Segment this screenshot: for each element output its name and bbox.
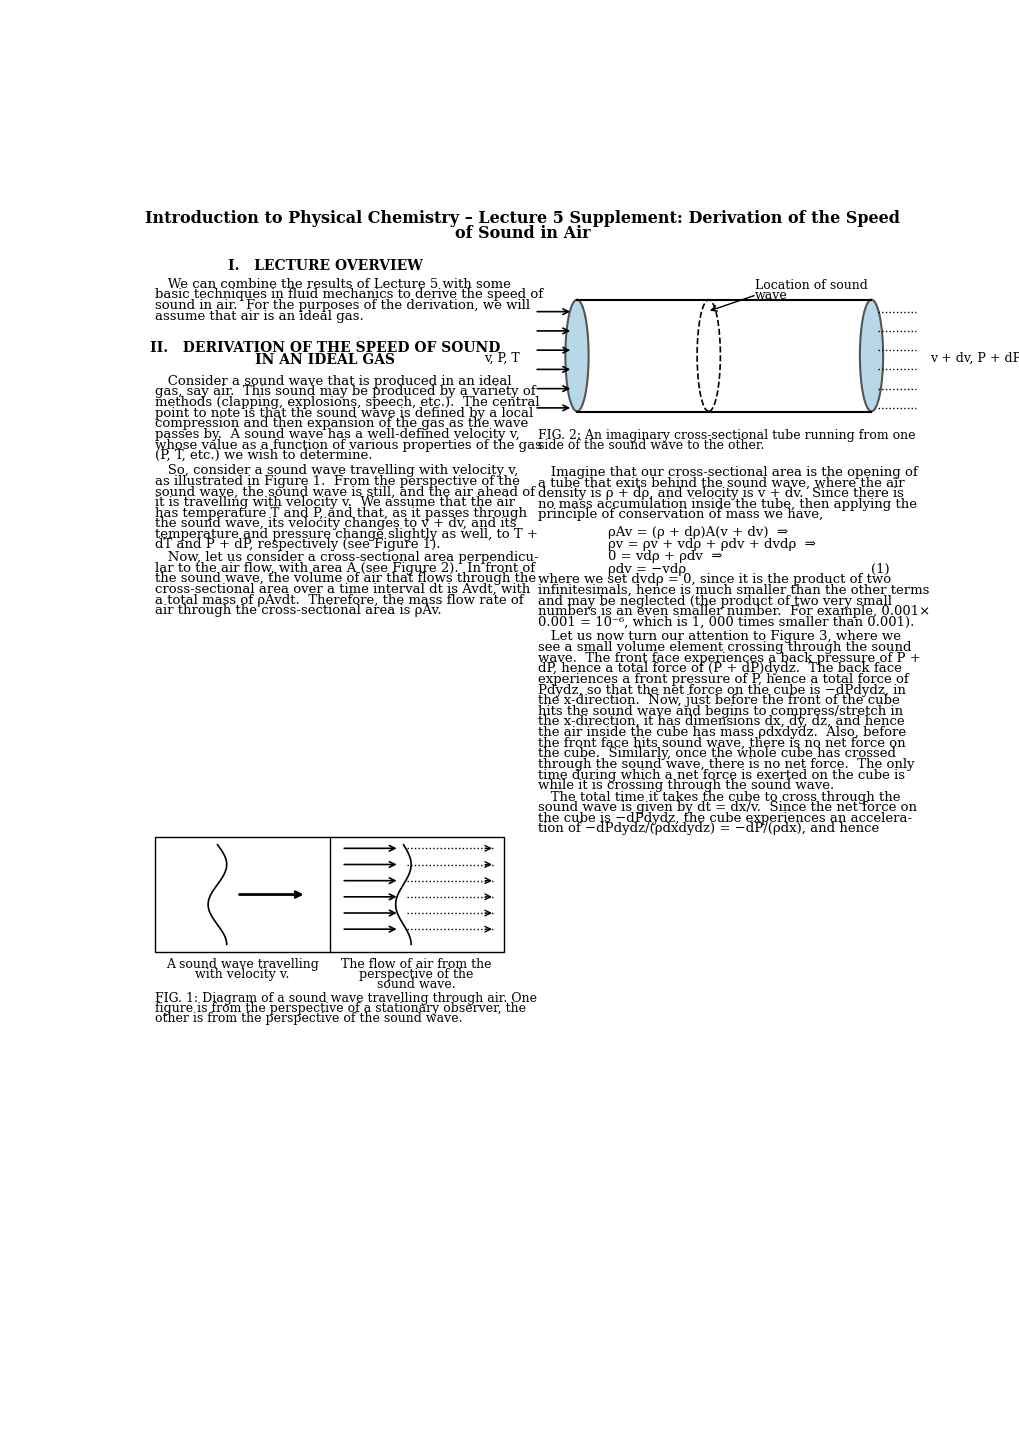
Text: cross-sectional area over a time interval dt is Avdt, with: cross-sectional area over a time interva… (155, 583, 530, 596)
Text: ρdv = −vdρ: ρdv = −vdρ (607, 562, 686, 575)
Text: assume that air is an ideal gas.: assume that air is an ideal gas. (155, 310, 364, 323)
Text: a tube that exits behind the sound wave, where the air: a tube that exits behind the sound wave,… (538, 476, 904, 489)
Text: FIG. 2: An imaginary cross-sectional tube running from one: FIG. 2: An imaginary cross-sectional tub… (538, 428, 915, 441)
Text: where we set dvdρ = 0, since it is the product of two: where we set dvdρ = 0, since it is the p… (538, 574, 891, 587)
Text: passes by.  A sound wave has a well-defined velocity v,: passes by. A sound wave has a well-defin… (155, 428, 520, 441)
Text: basic techniques in fluid mechanics to derive the speed of: basic techniques in fluid mechanics to d… (155, 288, 543, 301)
Text: 0.001 = 10⁻⁶, which is 1, 000 times smaller than 0.001).: 0.001 = 10⁻⁶, which is 1, 000 times smal… (538, 616, 914, 629)
Text: So, consider a sound wave travelling with velocity v,: So, consider a sound wave travelling wit… (155, 464, 518, 477)
Text: side of the sound wave to the other.: side of the sound wave to the other. (538, 438, 764, 451)
Text: I.   LECTURE OVERVIEW: I. LECTURE OVERVIEW (227, 260, 422, 274)
Text: lar to the air flow, with area A (see Figure 2).  In front of: lar to the air flow, with area A (see Fi… (155, 562, 535, 575)
Text: sound wave is given by dt = dx/v.  Since the net force on: sound wave is given by dt = dx/v. Since … (538, 802, 916, 815)
Text: point to note is that the sound wave is defined by a local: point to note is that the sound wave is … (155, 407, 533, 420)
Text: of Sound in Air: of Sound in Air (454, 225, 590, 242)
Text: hits the sound wave and begins to compress/stretch in: hits the sound wave and begins to compre… (538, 705, 903, 718)
Text: Consider a sound wave that is produced in an ideal: Consider a sound wave that is produced i… (155, 375, 512, 388)
Text: dT and P + dP, respectively (see Figure 1).: dT and P + dP, respectively (see Figure … (155, 538, 440, 551)
Text: the x-direction.  Now, just before the front of the cube: the x-direction. Now, just before the fr… (538, 694, 899, 707)
Text: The total time it takes the cube to cross through the: The total time it takes the cube to cros… (538, 790, 900, 803)
Text: compression and then expansion of the gas as the wave: compression and then expansion of the ga… (155, 417, 528, 430)
Ellipse shape (565, 300, 588, 411)
Text: II.   DERIVATION OF THE SPEED OF SOUND: II. DERIVATION OF THE SPEED OF SOUND (150, 340, 500, 355)
Text: v + dv, P + dP, T + dT: v + dv, P + dP, T + dT (928, 352, 1019, 365)
Text: it is travelling with velocity v.  We assume that the air: it is travelling with velocity v. We ass… (155, 496, 515, 509)
Text: the air inside the cube has mass ρdxdydz.  Also, before: the air inside the cube has mass ρdxdydz… (538, 727, 906, 740)
Text: figure is from the perspective of a stationary observer, the: figure is from the perspective of a stat… (155, 1002, 526, 1015)
Text: as illustrated in Figure 1.  From the perspective of the: as illustrated in Figure 1. From the per… (155, 474, 520, 487)
Text: v, P, T: v, P, T (484, 352, 520, 365)
Text: through the sound wave, there is no net force.  The only: through the sound wave, there is no net … (538, 758, 914, 771)
Text: whose value as a function of various properties of the gas: whose value as a function of various pro… (155, 438, 542, 451)
Text: the cube is −dPdydz, the cube experiences an accelera-: the cube is −dPdydz, the cube experience… (538, 812, 911, 825)
Text: perspective of the: perspective of the (359, 969, 473, 982)
Text: no mass accumulation inside the tube, then applying the: no mass accumulation inside the tube, th… (538, 497, 916, 510)
Text: principle of conservation of mass we have,: principle of conservation of mass we hav… (538, 508, 822, 521)
Text: tion of −dPdydz/(ρdxdydz) = −dP/(ρdx), and hence: tion of −dPdydz/(ρdxdydz) = −dP/(ρdx), a… (538, 822, 878, 835)
Text: has temperature T and P, and that, as it passes through: has temperature T and P, and that, as it… (155, 506, 527, 519)
Text: A sound wave travelling: A sound wave travelling (166, 959, 318, 972)
Text: ρAv = (ρ + dρ)A(v + dv)  ⇒: ρAv = (ρ + dρ)A(v + dv) ⇒ (607, 526, 788, 539)
Text: numbers is an even smaller number.  For example, 0.001×: numbers is an even smaller number. For e… (538, 606, 929, 619)
Text: the sound wave, the volume of air that flows through the: the sound wave, the volume of air that f… (155, 572, 536, 585)
Text: Location of sound: Location of sound (754, 280, 867, 293)
Text: while it is crossing through the sound wave.: while it is crossing through the sound w… (538, 779, 834, 792)
Text: Pdydz, so that the net force on the cube is −dPdydz, in: Pdydz, so that the net force on the cube… (538, 684, 905, 696)
Text: (1): (1) (870, 562, 890, 575)
Text: Let us now turn our attention to Figure 3, where we: Let us now turn our attention to Figure … (538, 630, 901, 643)
Text: wave.  The front face experiences a back pressure of P +: wave. The front face experiences a back … (538, 652, 920, 665)
Text: with velocity v.: with velocity v. (195, 969, 289, 982)
Text: temperature and pressure change slightly as well, to T +: temperature and pressure change slightly… (155, 528, 538, 541)
Text: a total mass of ρAvdt.  Therefore, the mass flow rate of: a total mass of ρAvdt. Therefore, the ma… (155, 594, 524, 607)
Text: see a small volume element crossing through the sound: see a small volume element crossing thro… (538, 642, 911, 655)
Text: the cube.  Similarly, once the whole cube has crossed: the cube. Similarly, once the whole cube… (538, 747, 896, 760)
Text: infinitesimals, hence is much smaller than the other terms: infinitesimals, hence is much smaller th… (538, 584, 928, 597)
Text: IN AN IDEAL GAS: IN AN IDEAL GAS (255, 353, 394, 368)
Text: other is from the perspective of the sound wave.: other is from the perspective of the sou… (155, 1012, 463, 1025)
Text: ρv = ρv + vdρ + ρdv + dvdρ  ⇒: ρv = ρv + vdρ + ρdv + dvdρ ⇒ (607, 538, 815, 551)
Text: experiences a front pressure of P, hence a total force of: experiences a front pressure of P, hence… (538, 673, 908, 686)
Text: Introduction to Physical Chemistry – Lecture 5 Supplement: Derivation of the Spe: Introduction to Physical Chemistry – Lec… (145, 211, 900, 226)
Text: gas, say air.  This sound may be produced by a variety of: gas, say air. This sound may be produced… (155, 385, 536, 398)
Text: We can combine the results of Lecture 5 with some: We can combine the results of Lecture 5 … (155, 278, 511, 291)
Text: methods (clapping, explosions, speech, etc.).  The central: methods (clapping, explosions, speech, e… (155, 397, 539, 410)
Text: FIG. 1: Diagram of a sound wave travelling through air. One: FIG. 1: Diagram of a sound wave travelli… (155, 992, 537, 1005)
Text: and may be neglected (the product of two very small: and may be neglected (the product of two… (538, 594, 892, 607)
Text: Imagine that our cross-sectional area is the opening of: Imagine that our cross-sectional area is… (538, 466, 917, 479)
Text: time during which a net force is exerted on the cube is: time during which a net force is exerted… (538, 769, 905, 782)
Text: wave: wave (754, 290, 788, 303)
Ellipse shape (859, 300, 882, 411)
Text: the sound wave, its velocity changes to v + dv, and its: the sound wave, its velocity changes to … (155, 518, 517, 531)
Bar (155, 836, 503, 952)
Text: The flow of air from the: The flow of air from the (341, 959, 491, 972)
Text: air through the cross-sectional area is ρAv.: air through the cross-sectional area is … (155, 604, 441, 617)
Text: sound wave.: sound wave. (377, 979, 455, 992)
Text: dP, hence a total force of (P + dP)dydz.  The back face: dP, hence a total force of (P + dP)dydz.… (538, 662, 901, 675)
Text: the front face hits sound wave, there is no net force on: the front face hits sound wave, there is… (538, 737, 905, 750)
Text: sound in air.  For the purposes of the derivation, we will: sound in air. For the purposes of the de… (155, 298, 530, 311)
Text: 0 = vdρ + ρdv  ⇒: 0 = vdρ + ρdv ⇒ (607, 551, 721, 564)
Text: sound wave, the sound wave is still, and the air ahead of: sound wave, the sound wave is still, and… (155, 486, 535, 499)
Text: the x-direction, it has dimensions dx, dy, dz, and hence: the x-direction, it has dimensions dx, d… (538, 715, 904, 728)
Text: Now, let us consider a cross-sectional area perpendicu-: Now, let us consider a cross-sectional a… (155, 551, 538, 564)
Text: (P, T, etc.) we wish to determine.: (P, T, etc.) we wish to determine. (155, 448, 373, 463)
Text: density is ρ + dρ, and velocity is v + dv.  Since there is: density is ρ + dρ, and velocity is v + d… (538, 487, 903, 500)
